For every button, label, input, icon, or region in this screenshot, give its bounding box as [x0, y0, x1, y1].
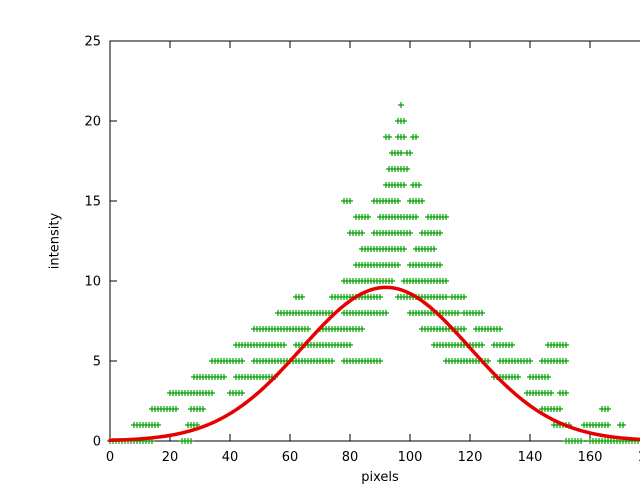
gaussian-fit-curve	[108, 285, 640, 443]
x-tick-label: 180	[638, 450, 640, 465]
intensity-vs-pixels-chart: 0 20 40 60 80 100 120 140 160 180 0 5 10 15 20 25 inten…	[40, 16, 640, 496]
x-tick-label: 0	[106, 450, 114, 465]
x-tick-label: 60	[282, 450, 299, 465]
x-axis-label: pixels	[361, 470, 399, 485]
y-tick-label: 10	[84, 275, 101, 290]
x-tick-label: 20	[162, 450, 179, 465]
y-tick-label: 15	[84, 195, 101, 210]
x-tick-label: 160	[578, 450, 603, 465]
y-tick-label: 5	[93, 355, 101, 370]
x-tick-label: 140	[518, 450, 543, 465]
x-tick-label: 100	[398, 450, 423, 465]
y-tick-label: 20	[84, 115, 101, 130]
scatter-plus-markers	[107, 102, 640, 444]
y-axis-label: intensity	[47, 212, 63, 270]
tick-marks	[109, 40, 591, 442]
plot-canvas: 0 20 40 60 80 100 120 140 160 180 0 5 10 15 20 25	[84, 35, 640, 465]
x-tick-label: 40	[222, 450, 239, 465]
y-tick-label: 25	[84, 35, 101, 50]
y-tick-label: 0	[93, 435, 101, 450]
plot-frame	[109, 40, 640, 442]
x-tick-label: 120	[458, 450, 483, 465]
x-tick-label: 80	[342, 450, 359, 465]
